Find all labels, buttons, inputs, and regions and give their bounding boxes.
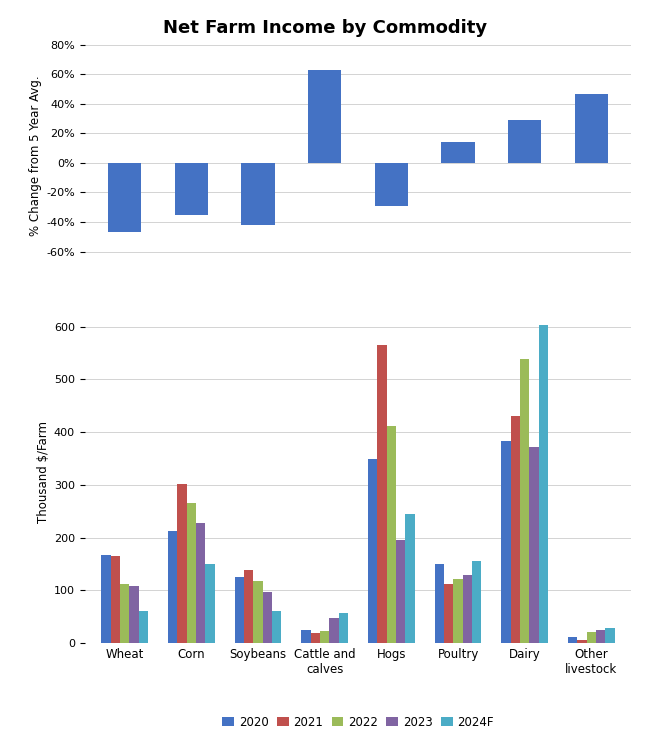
Bar bbox=[234, 577, 244, 643]
Bar bbox=[242, 163, 275, 225]
Legend: 2020, 2021, 2022, 2023, 2024F: 2020, 2021, 2022, 2023, 2024F bbox=[217, 711, 499, 733]
Bar bbox=[196, 523, 205, 643]
Bar bbox=[529, 447, 539, 643]
Bar bbox=[168, 531, 177, 643]
Bar bbox=[368, 459, 378, 643]
Bar bbox=[329, 618, 339, 643]
Bar bbox=[396, 540, 406, 643]
Bar bbox=[102, 554, 111, 643]
Bar bbox=[539, 325, 548, 643]
Bar bbox=[120, 584, 130, 643]
Text: Net Farm Income by Commodity: Net Farm Income by Commodity bbox=[163, 19, 488, 37]
Bar bbox=[441, 142, 475, 163]
Bar bbox=[463, 574, 472, 643]
Bar bbox=[244, 571, 253, 643]
Bar bbox=[111, 557, 120, 643]
Bar bbox=[272, 610, 281, 643]
Bar bbox=[435, 564, 444, 643]
Bar bbox=[472, 562, 482, 643]
Bar bbox=[174, 163, 208, 215]
Bar bbox=[308, 70, 341, 163]
Bar bbox=[575, 94, 608, 163]
Bar bbox=[453, 579, 463, 643]
Bar bbox=[520, 359, 529, 643]
Bar bbox=[320, 631, 329, 643]
Bar bbox=[263, 592, 272, 643]
Bar bbox=[596, 630, 605, 643]
Bar bbox=[108, 163, 141, 233]
Y-axis label: Thousand $/Farm: Thousand $/Farm bbox=[36, 420, 49, 523]
Bar bbox=[375, 163, 408, 206]
Bar bbox=[587, 631, 596, 643]
Bar bbox=[130, 586, 139, 643]
Bar bbox=[605, 628, 615, 643]
Bar bbox=[205, 564, 215, 643]
Bar bbox=[444, 584, 453, 643]
Bar bbox=[253, 581, 263, 643]
Bar bbox=[508, 120, 542, 163]
Bar bbox=[187, 503, 196, 643]
Bar bbox=[301, 630, 311, 643]
Y-axis label: % Change from 5 Year Avg.: % Change from 5 Year Avg. bbox=[29, 76, 42, 236]
Bar bbox=[311, 633, 320, 643]
Bar bbox=[378, 345, 387, 643]
Bar bbox=[177, 484, 187, 643]
Bar bbox=[139, 610, 148, 643]
Bar bbox=[406, 514, 415, 643]
Bar bbox=[501, 441, 511, 643]
Bar bbox=[577, 640, 587, 643]
Bar bbox=[568, 637, 577, 643]
Bar bbox=[387, 426, 396, 643]
Bar bbox=[511, 417, 520, 643]
Bar bbox=[339, 613, 348, 643]
